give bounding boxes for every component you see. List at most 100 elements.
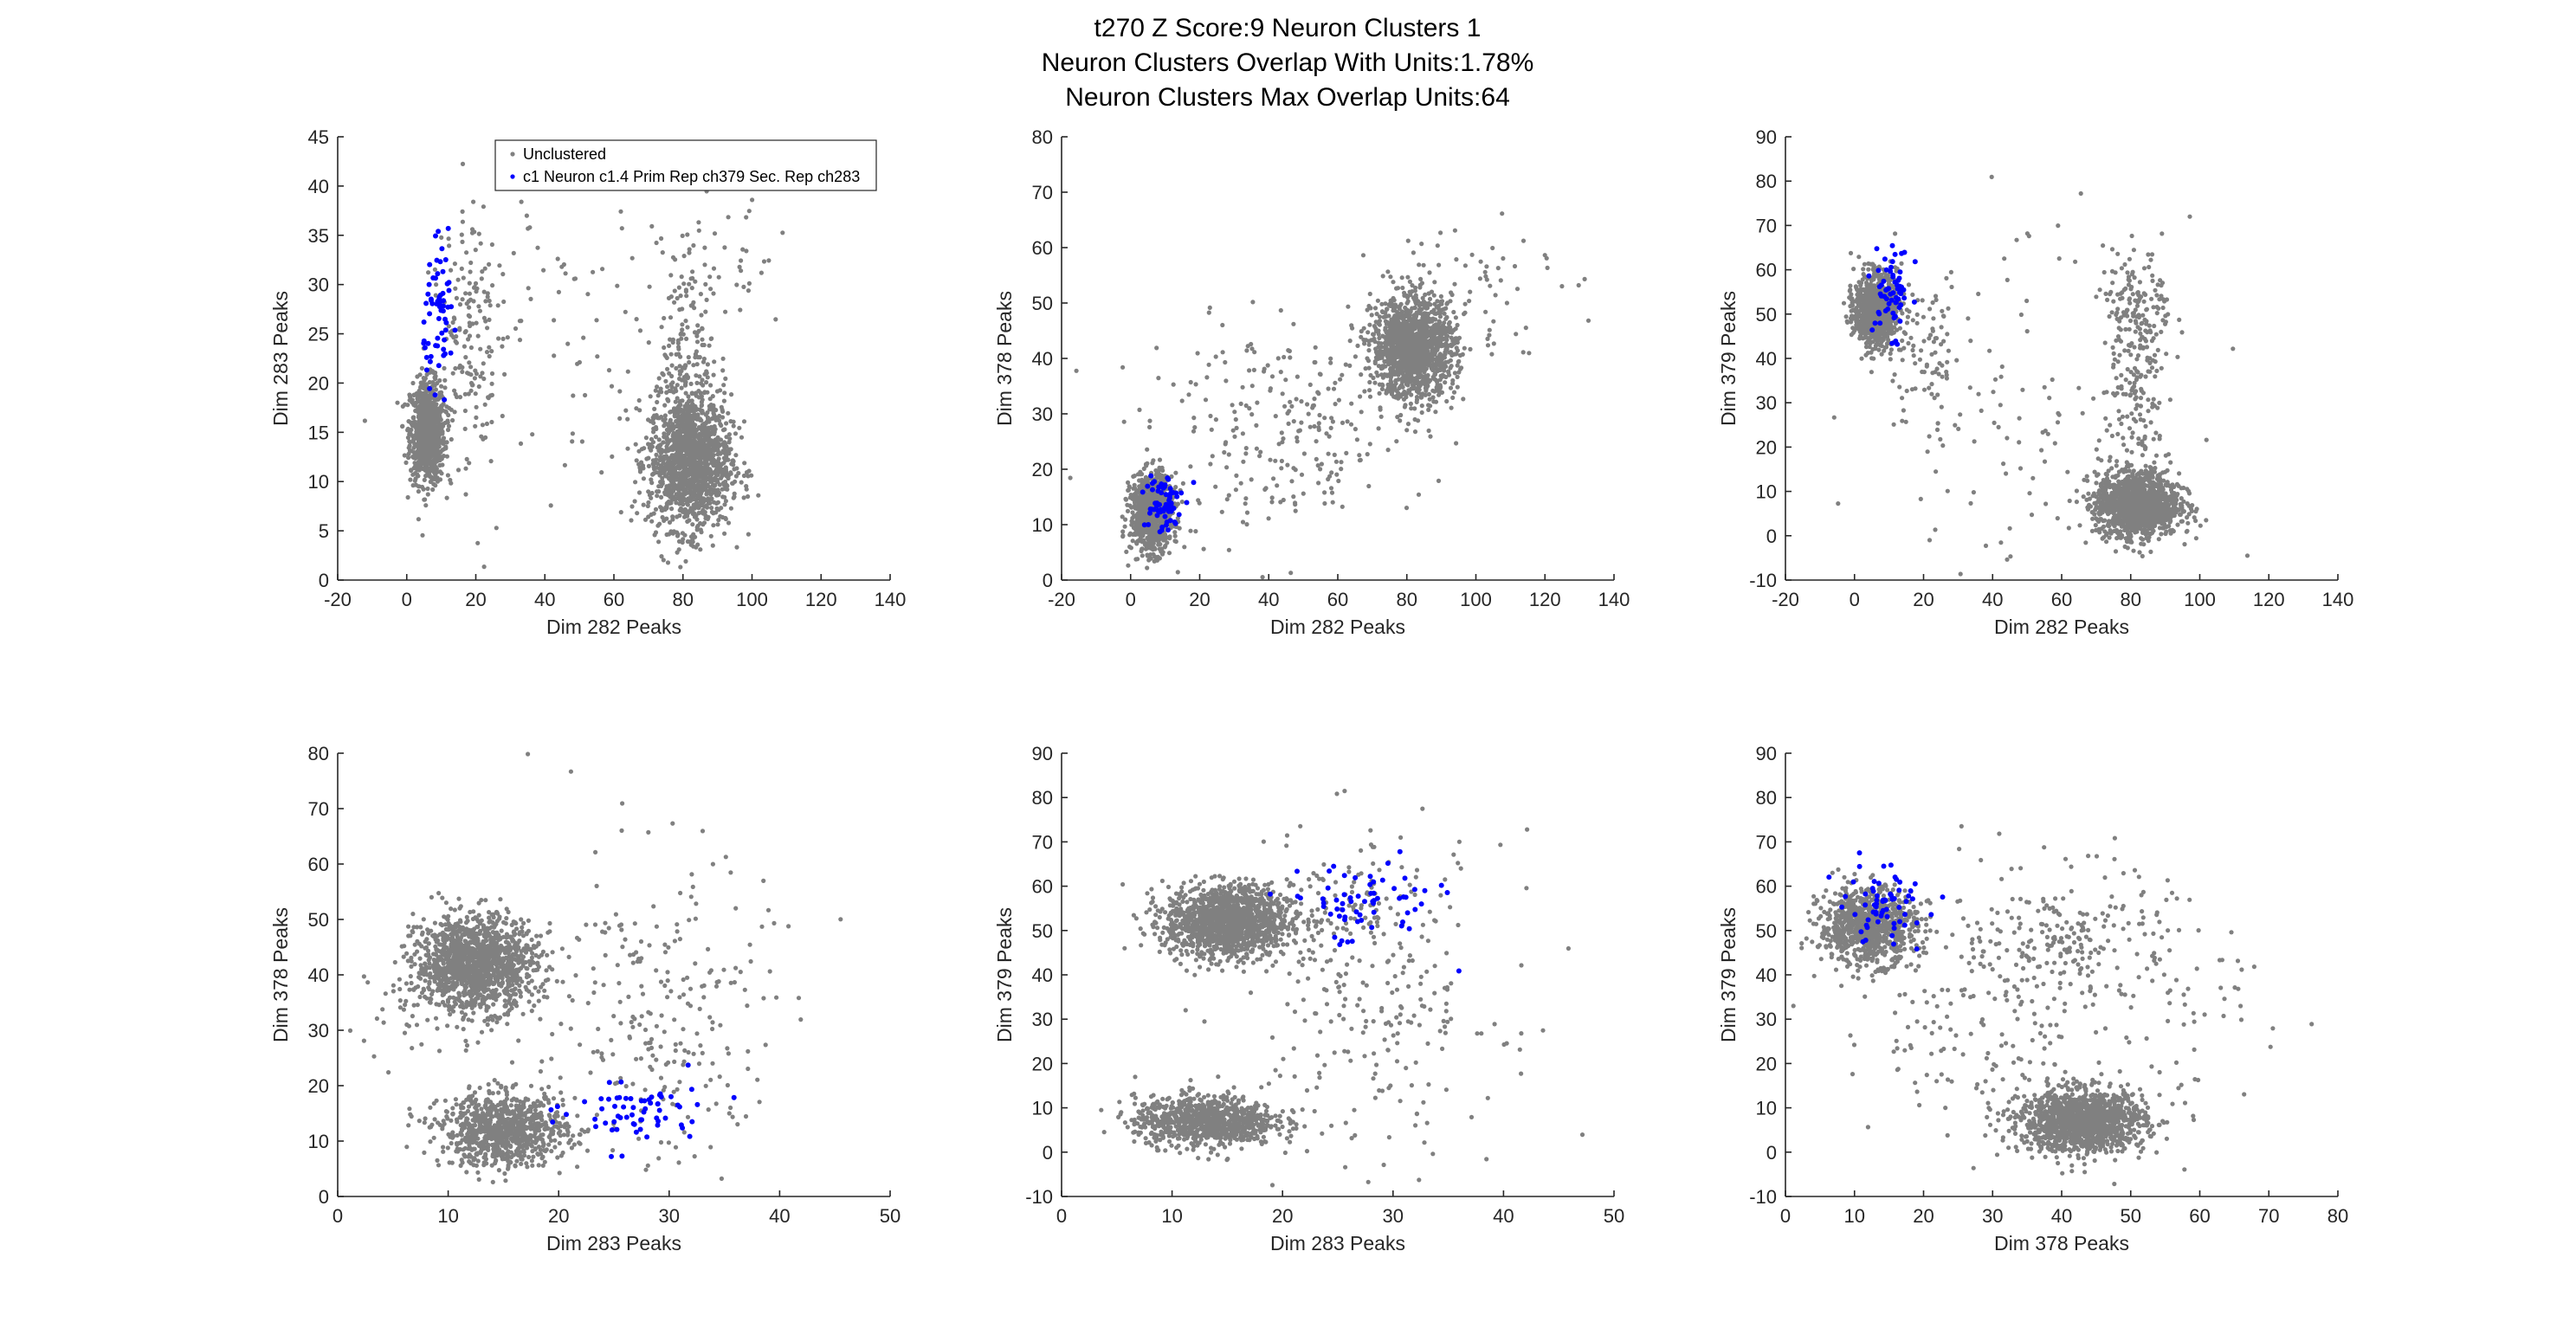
point-unclustered bbox=[692, 429, 697, 435]
point-unclustered bbox=[455, 468, 462, 473]
point-unclustered bbox=[657, 521, 662, 526]
point-unclustered bbox=[646, 514, 651, 519]
point-unclustered bbox=[1420, 378, 1425, 384]
point-unclustered bbox=[481, 564, 487, 570]
point-unclustered bbox=[488, 459, 494, 464]
point-unclustered bbox=[669, 497, 675, 502]
point-unclustered bbox=[654, 457, 659, 462]
point-unclustered bbox=[1128, 545, 1133, 551]
point-unclustered bbox=[1127, 484, 1132, 489]
point-unclustered bbox=[513, 326, 519, 332]
point-unclustered bbox=[447, 405, 452, 410]
point-unclustered bbox=[457, 395, 463, 400]
point-unclustered bbox=[1175, 570, 1180, 575]
point-unclustered bbox=[474, 289, 479, 294]
point-cluster bbox=[442, 397, 448, 403]
x-tick-label: 60 bbox=[604, 589, 624, 610]
point-unclustered bbox=[1366, 365, 1372, 371]
point-unclustered bbox=[489, 381, 494, 386]
point-unclustered bbox=[649, 480, 655, 486]
y-tick-label: 20 bbox=[308, 372, 329, 394]
point-unclustered bbox=[1179, 500, 1185, 505]
point-cluster bbox=[423, 354, 429, 360]
point-cluster bbox=[445, 304, 451, 310]
point-unclustered bbox=[1381, 364, 1387, 369]
point-unclustered bbox=[655, 493, 660, 499]
point-unclustered bbox=[1437, 319, 1443, 325]
point-unclustered bbox=[623, 408, 629, 413]
point-unclustered bbox=[773, 317, 778, 322]
point-unclustered bbox=[672, 435, 678, 441]
point-unclustered bbox=[680, 233, 685, 238]
point-unclustered bbox=[410, 380, 416, 386]
point-unclustered bbox=[1153, 526, 1159, 531]
point-unclustered bbox=[475, 333, 481, 339]
x-tick-label: 120 bbox=[805, 589, 837, 610]
point-unclustered bbox=[1450, 395, 1456, 400]
point-unclustered bbox=[1398, 301, 1404, 306]
point-unclustered bbox=[694, 470, 700, 476]
point-cluster bbox=[436, 294, 442, 300]
point-unclustered bbox=[425, 492, 430, 497]
point-unclustered bbox=[362, 418, 367, 423]
point-unclustered bbox=[674, 458, 679, 463]
point-unclustered bbox=[474, 404, 479, 410]
point-unclustered bbox=[463, 492, 468, 497]
point-unclustered bbox=[699, 455, 704, 461]
point-unclustered bbox=[618, 510, 623, 515]
point-unclustered bbox=[720, 428, 726, 433]
point-unclustered bbox=[722, 531, 727, 536]
point-unclustered bbox=[705, 362, 711, 367]
point-unclustered bbox=[1432, 317, 1438, 322]
point-unclustered bbox=[667, 476, 672, 481]
point-unclustered bbox=[1350, 326, 1355, 331]
point-unclustered bbox=[1455, 384, 1460, 390]
point-unclustered bbox=[1418, 276, 1424, 281]
point-unclustered bbox=[501, 299, 507, 305]
point-unclustered bbox=[711, 291, 716, 296]
point-unclustered bbox=[442, 385, 448, 390]
point-unclustered bbox=[1372, 306, 1378, 311]
point-unclustered bbox=[541, 268, 546, 273]
point-unclustered bbox=[681, 456, 686, 461]
point-unclustered bbox=[444, 440, 449, 445]
point-unclustered bbox=[697, 416, 703, 422]
point-unclustered bbox=[548, 503, 553, 508]
point-unclustered bbox=[412, 478, 417, 483]
point-unclustered bbox=[463, 291, 468, 296]
point-unclustered bbox=[1130, 539, 1135, 544]
point-unclustered bbox=[617, 416, 623, 421]
point-unclustered bbox=[709, 336, 714, 341]
point-unclustered bbox=[430, 487, 436, 493]
point-unclustered bbox=[436, 424, 442, 429]
point-unclustered bbox=[683, 287, 689, 293]
point-unclustered bbox=[697, 450, 702, 456]
point-unclustered bbox=[694, 349, 700, 354]
point-unclustered bbox=[1145, 565, 1150, 571]
point-unclustered bbox=[565, 341, 571, 346]
point-unclustered bbox=[737, 425, 742, 430]
point-unclustered bbox=[468, 364, 474, 370]
y-tick-label: 10 bbox=[308, 471, 329, 493]
point-unclustered bbox=[1155, 470, 1160, 475]
point-unclustered bbox=[473, 423, 478, 429]
point-unclustered bbox=[413, 482, 418, 487]
point-unclustered bbox=[687, 518, 692, 523]
point-unclustered bbox=[425, 486, 430, 492]
point-unclustered bbox=[700, 342, 705, 348]
point-unclustered bbox=[707, 448, 712, 454]
point-unclustered bbox=[432, 267, 437, 272]
point-unclustered bbox=[665, 462, 671, 468]
point-unclustered bbox=[696, 228, 701, 233]
point-unclustered bbox=[677, 369, 682, 374]
point-unclustered bbox=[436, 413, 442, 418]
point-unclustered bbox=[454, 295, 460, 300]
point-unclustered bbox=[699, 465, 704, 470]
point-unclustered bbox=[694, 390, 699, 396]
point-unclustered bbox=[1127, 503, 1133, 508]
point-unclustered bbox=[1412, 429, 1418, 435]
point-unclustered bbox=[691, 434, 696, 439]
point-unclustered bbox=[659, 325, 664, 330]
point-unclustered bbox=[685, 232, 690, 237]
